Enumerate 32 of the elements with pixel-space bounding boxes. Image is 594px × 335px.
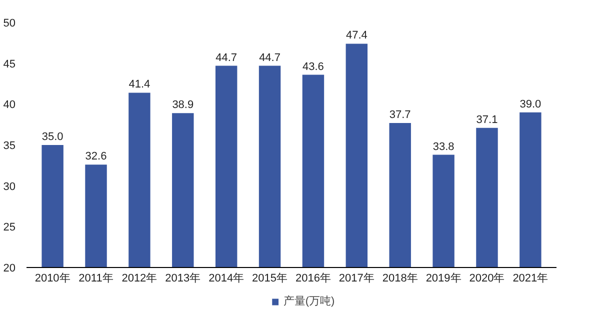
text: 37.1 <box>476 114 498 126</box>
x-tick-label: 2012年 <box>122 272 158 284</box>
text: 37.7 <box>389 108 411 121</box>
x-tick-label: 2017年 <box>338 272 374 284</box>
text: 33.8 <box>432 140 454 153</box>
x-tick-label: 2014年 <box>208 272 244 284</box>
x-tick-label: 2016年 <box>295 272 331 284</box>
y-tick-label: 50 <box>3 18 16 30</box>
text: 44.7 <box>216 52 238 64</box>
y-tick-label: 40 <box>3 99 16 112</box>
x-tick-label: 2020年 <box>469 272 505 284</box>
legend-label: 产量(万吨) <box>283 294 335 308</box>
text: 43.6 <box>302 60 324 73</box>
y-tick-label: 45 <box>3 58 16 70</box>
x-tick-label: 2013年 <box>165 272 201 284</box>
text: 32.6 <box>85 150 107 163</box>
x-tick-label: 2019年 <box>426 272 462 284</box>
text: 38.9 <box>172 99 194 112</box>
y-tick-label: 35 <box>3 140 16 152</box>
text: 44.7 <box>259 52 280 64</box>
x-tick-label: 2018年 <box>382 272 418 284</box>
x-tick-label: 2011年 <box>78 272 114 284</box>
y-tick-label: 25 <box>3 222 16 234</box>
x-tick-label: 2015年 <box>252 272 288 284</box>
y-tick-label: 30 <box>3 180 16 193</box>
text: 39.0 <box>520 98 542 110</box>
x-tick-label: 2010年 <box>34 272 70 284</box>
x-tick-label: 2021年 <box>512 272 548 284</box>
text: 47.4 <box>346 30 368 42</box>
text: 41.4 <box>128 78 150 91</box>
text: 35.0 <box>42 131 64 143</box>
y-tick-label: 20 <box>3 262 16 274</box>
